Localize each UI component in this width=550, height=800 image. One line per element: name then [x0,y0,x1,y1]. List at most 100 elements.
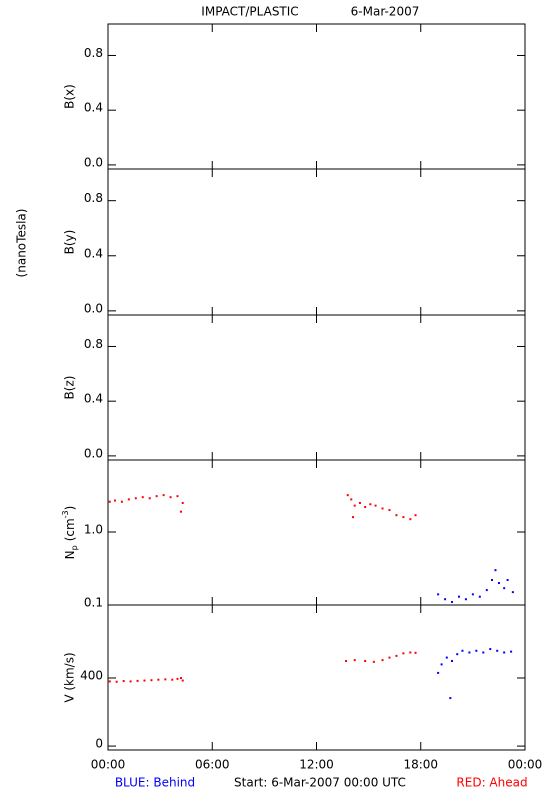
data-point [388,656,391,659]
data-point [440,663,443,666]
data-point [372,660,375,663]
data-point [449,697,452,700]
y-axis-label-part: -3 [61,510,70,518]
data-point [494,569,497,572]
data-point [171,678,174,681]
data-point [127,498,130,501]
data-point [451,659,454,662]
x-tick-label: 00:00 [508,758,543,772]
data-point [503,651,506,654]
data-point [388,509,391,512]
data-point [510,650,513,653]
date: 6-Mar-2007 [351,5,420,19]
y-tick-label: 0.4 [84,392,103,406]
data-point [150,679,153,682]
data-point [374,504,377,507]
data-point [181,679,184,682]
data-point [381,507,384,510]
data-point [176,495,179,498]
panel-frame [107,168,526,316]
y-axis-label: B(x) [63,84,77,109]
y-tick-label: 0.8 [84,191,103,205]
data-point [402,652,405,655]
data-point [461,649,464,652]
data-point [129,680,132,683]
data-point [456,653,459,656]
data-point [346,494,349,497]
data-point [395,654,398,657]
y-tick-label: 0.0 [84,446,103,460]
data-point [464,598,467,601]
y-tick-label: 0.0 [84,301,103,315]
x-tick-label: 18:00 [403,758,438,772]
data-point [120,500,123,503]
data-point [136,679,139,682]
x-tick-label: 12:00 [299,758,334,772]
y-tick-label: 0.1 [84,596,103,610]
data-point [485,589,488,592]
y-axis-label: V (km/s) [63,652,77,702]
y-tick-label: 400 [80,669,103,683]
data-point [497,582,500,585]
data-point [471,593,474,596]
data-point [490,579,493,582]
data-point [176,677,179,680]
y-tick-label: 0.4 [84,101,103,115]
y-axis-label-part: p [70,545,79,550]
panel-frame [107,604,526,751]
data-point [445,656,448,659]
y-axis-label: B(z) [63,376,77,400]
data-point [409,651,412,654]
data-point [113,499,116,502]
data-point [489,648,492,651]
x-tick-label: 00:00 [91,758,126,772]
data-point [395,514,398,517]
panel-frame [107,314,526,461]
y-axis-label-part: (cm [63,518,77,541]
y-tick-label: 0 [95,737,103,751]
data-point [451,600,454,603]
data-point [468,651,471,654]
data-point [496,649,499,652]
data-point [122,680,125,683]
panel-frame [107,23,526,170]
data-point [364,506,367,509]
data-point [108,680,111,683]
y-tick-label: 0.4 [84,246,103,260]
data-point [148,497,151,500]
data-point [475,649,478,652]
data-point [179,677,182,680]
data-point [358,501,361,504]
data-point [164,678,167,681]
data-point [437,671,440,674]
data-point [364,659,367,662]
data-point [141,496,144,499]
data-point [115,680,118,683]
side-label: (nanoTesla) [15,209,29,278]
data-point [162,494,165,497]
y-axis-label: Np (cm-3) [61,506,79,560]
data-point [353,659,356,662]
data-point [414,514,417,517]
data-point [457,595,460,598]
data-point [169,496,172,499]
y-tick-label: 1.0 [84,523,103,537]
data-point [134,497,137,500]
data-point [409,518,412,521]
data-point [179,510,182,513]
data-point [444,598,447,601]
y-axis-label-part: N [63,550,77,559]
data-point [503,587,506,590]
data-point [353,504,356,507]
data-point [414,651,417,654]
data-point [345,659,348,662]
data-point [506,579,509,582]
data-point [351,516,354,519]
data-point [143,679,146,682]
y-tick-label: 0.8 [84,337,103,351]
data-point [482,651,485,654]
data-point [369,503,372,506]
data-point [108,500,111,503]
